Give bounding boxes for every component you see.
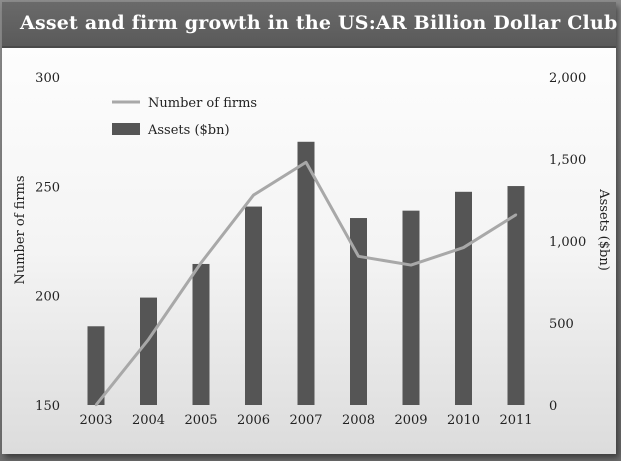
left-y-tick-150: 150 bbox=[35, 399, 60, 414]
x-tick-2006: 2006 bbox=[237, 413, 270, 428]
x-tick-2010: 2010 bbox=[447, 413, 480, 428]
line-point-2009 bbox=[409, 263, 413, 267]
legend: Number of firms Assets ($bn) bbox=[112, 96, 257, 138]
bar-2003 bbox=[87, 326, 105, 405]
right-y-tick-labels: 0 500 1,000 1,500 2,000 bbox=[549, 71, 586, 414]
legend-line-label: Number of firms bbox=[148, 96, 257, 111]
line-point-2006 bbox=[252, 193, 255, 197]
right-y-tick-500: 500 bbox=[549, 317, 574, 332]
bar-2007 bbox=[297, 141, 315, 405]
x-tick-2009: 2009 bbox=[394, 413, 427, 428]
line-point-2008 bbox=[357, 255, 360, 258]
chart-title: Asset and firm growth in the US:AR Billi… bbox=[20, 12, 618, 34]
x-tick-2007: 2007 bbox=[289, 413, 322, 428]
right-y-tick-2000: 2,000 bbox=[549, 71, 586, 86]
title-bar: Asset and firm growth in the US:AR Billi… bbox=[2, 2, 618, 48]
bar-2006 bbox=[245, 206, 262, 405]
line-group bbox=[94, 160, 518, 407]
right-y-tick-1000: 1,000 bbox=[549, 235, 586, 250]
x-tick-2005: 2005 bbox=[184, 413, 217, 428]
line-point-2004 bbox=[147, 338, 150, 341]
bar-2005 bbox=[192, 263, 210, 405]
bar-2008 bbox=[350, 218, 367, 405]
left-y-tick-200: 200 bbox=[35, 290, 60, 305]
right-y-tick-1500: 1,500 bbox=[549, 153, 586, 168]
left-y-axis-label: Number of firms bbox=[13, 175, 28, 284]
bars-group bbox=[87, 141, 525, 405]
left-y-tick-300: 300 bbox=[35, 71, 60, 86]
x-tick-2011: 2011 bbox=[499, 413, 532, 428]
bar-2010 bbox=[455, 191, 472, 405]
x-tick-2004: 2004 bbox=[132, 413, 165, 428]
bar-2011 bbox=[507, 186, 525, 405]
x-tick-2008: 2008 bbox=[342, 413, 375, 428]
line-point-2011 bbox=[514, 213, 518, 216]
right-y-axis-label: Assets ($bn) bbox=[596, 188, 611, 271]
x-tick-labels: 2003 2004 2005 2006 2007 2008 2009 2010 2011 bbox=[79, 413, 532, 428]
line-point-2005 bbox=[199, 261, 203, 265]
bar-2009 bbox=[402, 210, 420, 405]
x-tick-2003: 2003 bbox=[79, 413, 112, 428]
legend-bar-swatch bbox=[112, 123, 140, 135]
legend-bar-label: Assets ($bn) bbox=[147, 123, 230, 138]
left-y-tick-labels: 150 200 250 300 bbox=[35, 71, 60, 414]
line-point-2010 bbox=[462, 246, 465, 249]
bar-2004 bbox=[140, 297, 157, 405]
right-y-tick-0: 0 bbox=[549, 399, 557, 414]
line-point-2003 bbox=[94, 403, 98, 407]
line-point-2007 bbox=[304, 161, 308, 164]
left-y-tick-250: 250 bbox=[35, 180, 60, 195]
